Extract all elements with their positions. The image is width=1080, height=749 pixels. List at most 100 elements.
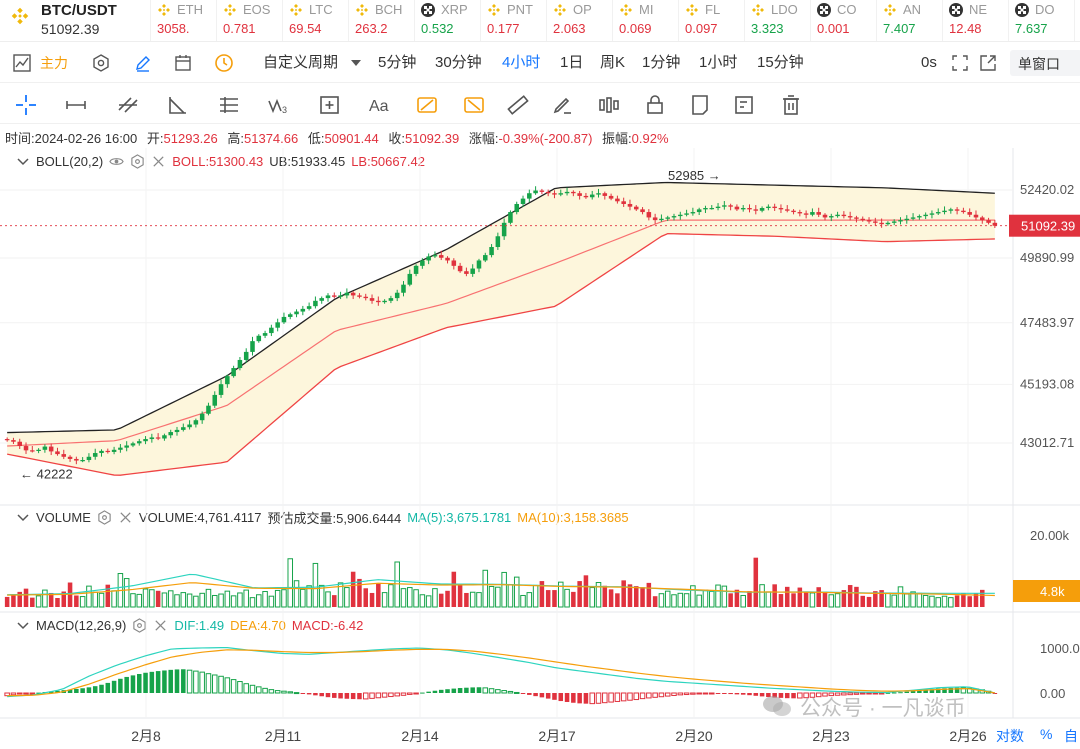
- ticker-item[interactable]: OP 2.063: [546, 0, 612, 41]
- ruler-icon[interactable]: [506, 93, 530, 117]
- candle-body: [420, 260, 425, 266]
- drawing-toolbar: 3 Aa: [0, 84, 1080, 124]
- volume-bar: [306, 585, 312, 608]
- volume-bar: [765, 591, 772, 608]
- macd-bar: [652, 692, 658, 698]
- candle-body: [231, 368, 236, 377]
- window-mode-select[interactable]: 单窗口: [1010, 50, 1080, 76]
- ticker-item[interactable]: NE 12.48: [942, 0, 1008, 41]
- close-icon[interactable]: [153, 618, 168, 633]
- pen-icon[interactable]: [133, 53, 153, 73]
- chevron-down-icon[interactable]: [16, 510, 30, 524]
- macd-bar: [124, 676, 129, 693]
- settings-hex-icon[interactable]: [132, 617, 147, 633]
- macd-tick-label: 0.00: [1040, 686, 1065, 701]
- ticker-item[interactable]: FL 0.097: [678, 0, 744, 41]
- volume-bar: [98, 592, 105, 608]
- volume-bar: [413, 589, 419, 608]
- ticker-item[interactable]: BCH 263.2: [348, 0, 414, 41]
- main-force-button[interactable]: 主力: [40, 55, 68, 71]
- volume-bar: [86, 585, 92, 608]
- parallel-channel-icon[interactable]: [116, 93, 140, 117]
- macd-bar: [338, 693, 343, 699]
- long-position-icon[interactable]: [415, 93, 439, 117]
- measure-box-icon[interactable]: [318, 93, 342, 117]
- candle-body: [961, 210, 966, 213]
- period-1m[interactable]: 1分钟: [642, 54, 681, 71]
- chevron-down-icon[interactable]: [16, 618, 30, 632]
- candle-body: [489, 247, 494, 256]
- volume-bar: [224, 590, 231, 608]
- period-1d[interactable]: 1日: [560, 54, 584, 71]
- note-icon[interactable]: [688, 93, 712, 117]
- settings-hex-icon[interactable]: [91, 53, 111, 73]
- ticker-item[interactable]: LTC 69.54: [282, 0, 348, 41]
- macd-bar: [482, 687, 489, 694]
- ticker-item[interactable]: LDO 3.323: [744, 0, 810, 41]
- refresh-interval[interactable]: 0s: [921, 54, 937, 71]
- percent-scale-toggle[interactable]: %: [1040, 726, 1053, 742]
- ticker-item[interactable]: ETH 3058.: [150, 0, 216, 41]
- period-1w[interactable]: 周K: [600, 54, 626, 71]
- current-symbol[interactable]: BTC/USDT 51092.39: [0, 0, 150, 41]
- candle-body: [136, 441, 142, 444]
- chart-type-icon[interactable]: [12, 53, 32, 73]
- volume-bar: [155, 590, 161, 607]
- volume-bar: [376, 583, 381, 607]
- candle-body: [344, 292, 350, 296]
- chevron-down-icon[interactable]: [16, 154, 30, 168]
- auto-scale-toggle[interactable]: 自: [1064, 728, 1078, 744]
- custom-period-button[interactable]: 自定义周期: [263, 54, 339, 71]
- candle-body: [181, 427, 186, 430]
- period-15m[interactable]: 15分钟: [757, 54, 804, 71]
- fullscreen-icon[interactable]: [950, 53, 970, 73]
- ticker-item[interactable]: XRP 0.532: [414, 0, 480, 41]
- candles-pattern-icon[interactable]: [597, 93, 621, 117]
- chevron-down-icon[interactable]: [350, 58, 362, 68]
- close-icon[interactable]: [151, 154, 166, 169]
- brush-icon[interactable]: [550, 93, 574, 117]
- settings-hex-icon[interactable]: [130, 153, 145, 169]
- short-position-icon[interactable]: [462, 93, 486, 117]
- candle-body: [256, 335, 262, 342]
- period-5m[interactable]: 5分钟: [378, 54, 417, 71]
- ticker-item[interactable]: EOS 0.781: [216, 0, 282, 41]
- ticker-item[interactable]: PNT 0.177: [480, 0, 546, 41]
- ticker-item[interactable]: MI 0.069: [612, 0, 678, 41]
- clock-icon[interactable]: [214, 53, 234, 73]
- period-30m[interactable]: 30分钟: [435, 54, 482, 71]
- candle-body: [269, 327, 274, 334]
- ticker-item[interactable]: CO 0.001: [810, 0, 876, 41]
- popout-icon[interactable]: [978, 53, 998, 73]
- horizontal-line-icon[interactable]: [64, 93, 88, 117]
- settings-hex-icon[interactable]: [97, 509, 112, 525]
- calendar-icon[interactable]: [173, 53, 193, 73]
- crosshair-icon[interactable]: [14, 93, 38, 117]
- angle-tool-icon[interactable]: [166, 93, 190, 117]
- macd-bar: [520, 693, 526, 694]
- candle-body: [797, 212, 803, 214]
- ticker-item[interactable]: AN 7.407: [876, 0, 942, 41]
- volume-bar: [482, 569, 489, 608]
- lock-icon[interactable]: [643, 93, 667, 117]
- ticker-name: EOS: [243, 2, 271, 17]
- close-icon[interactable]: [118, 510, 133, 525]
- wave-pattern-icon[interactable]: 3: [267, 93, 291, 117]
- log-scale-toggle[interactable]: 对数: [996, 728, 1024, 744]
- trash-icon[interactable]: [779, 93, 803, 117]
- volume-bar: [237, 592, 243, 608]
- edit-list-icon[interactable]: [733, 93, 757, 117]
- period-4h[interactable]: 4小时: [502, 54, 541, 71]
- volume-bar: [621, 580, 626, 607]
- fib-levels-icon[interactable]: [217, 93, 241, 117]
- ticker-item[interactable]: DO 7.637: [1008, 0, 1074, 41]
- date-tick-label: 2月14: [401, 728, 439, 744]
- ticker-item[interactable]: BN0.795: [1074, 0, 1080, 41]
- macd-bar: [683, 692, 690, 696]
- candle-body: [243, 351, 249, 360]
- candle-body: [589, 194, 595, 198]
- volume-bar: [469, 591, 476, 608]
- text-tool-icon[interactable]: Aa: [368, 93, 392, 117]
- eye-icon[interactable]: [109, 154, 124, 169]
- period-1h[interactable]: 1小时: [699, 54, 738, 71]
